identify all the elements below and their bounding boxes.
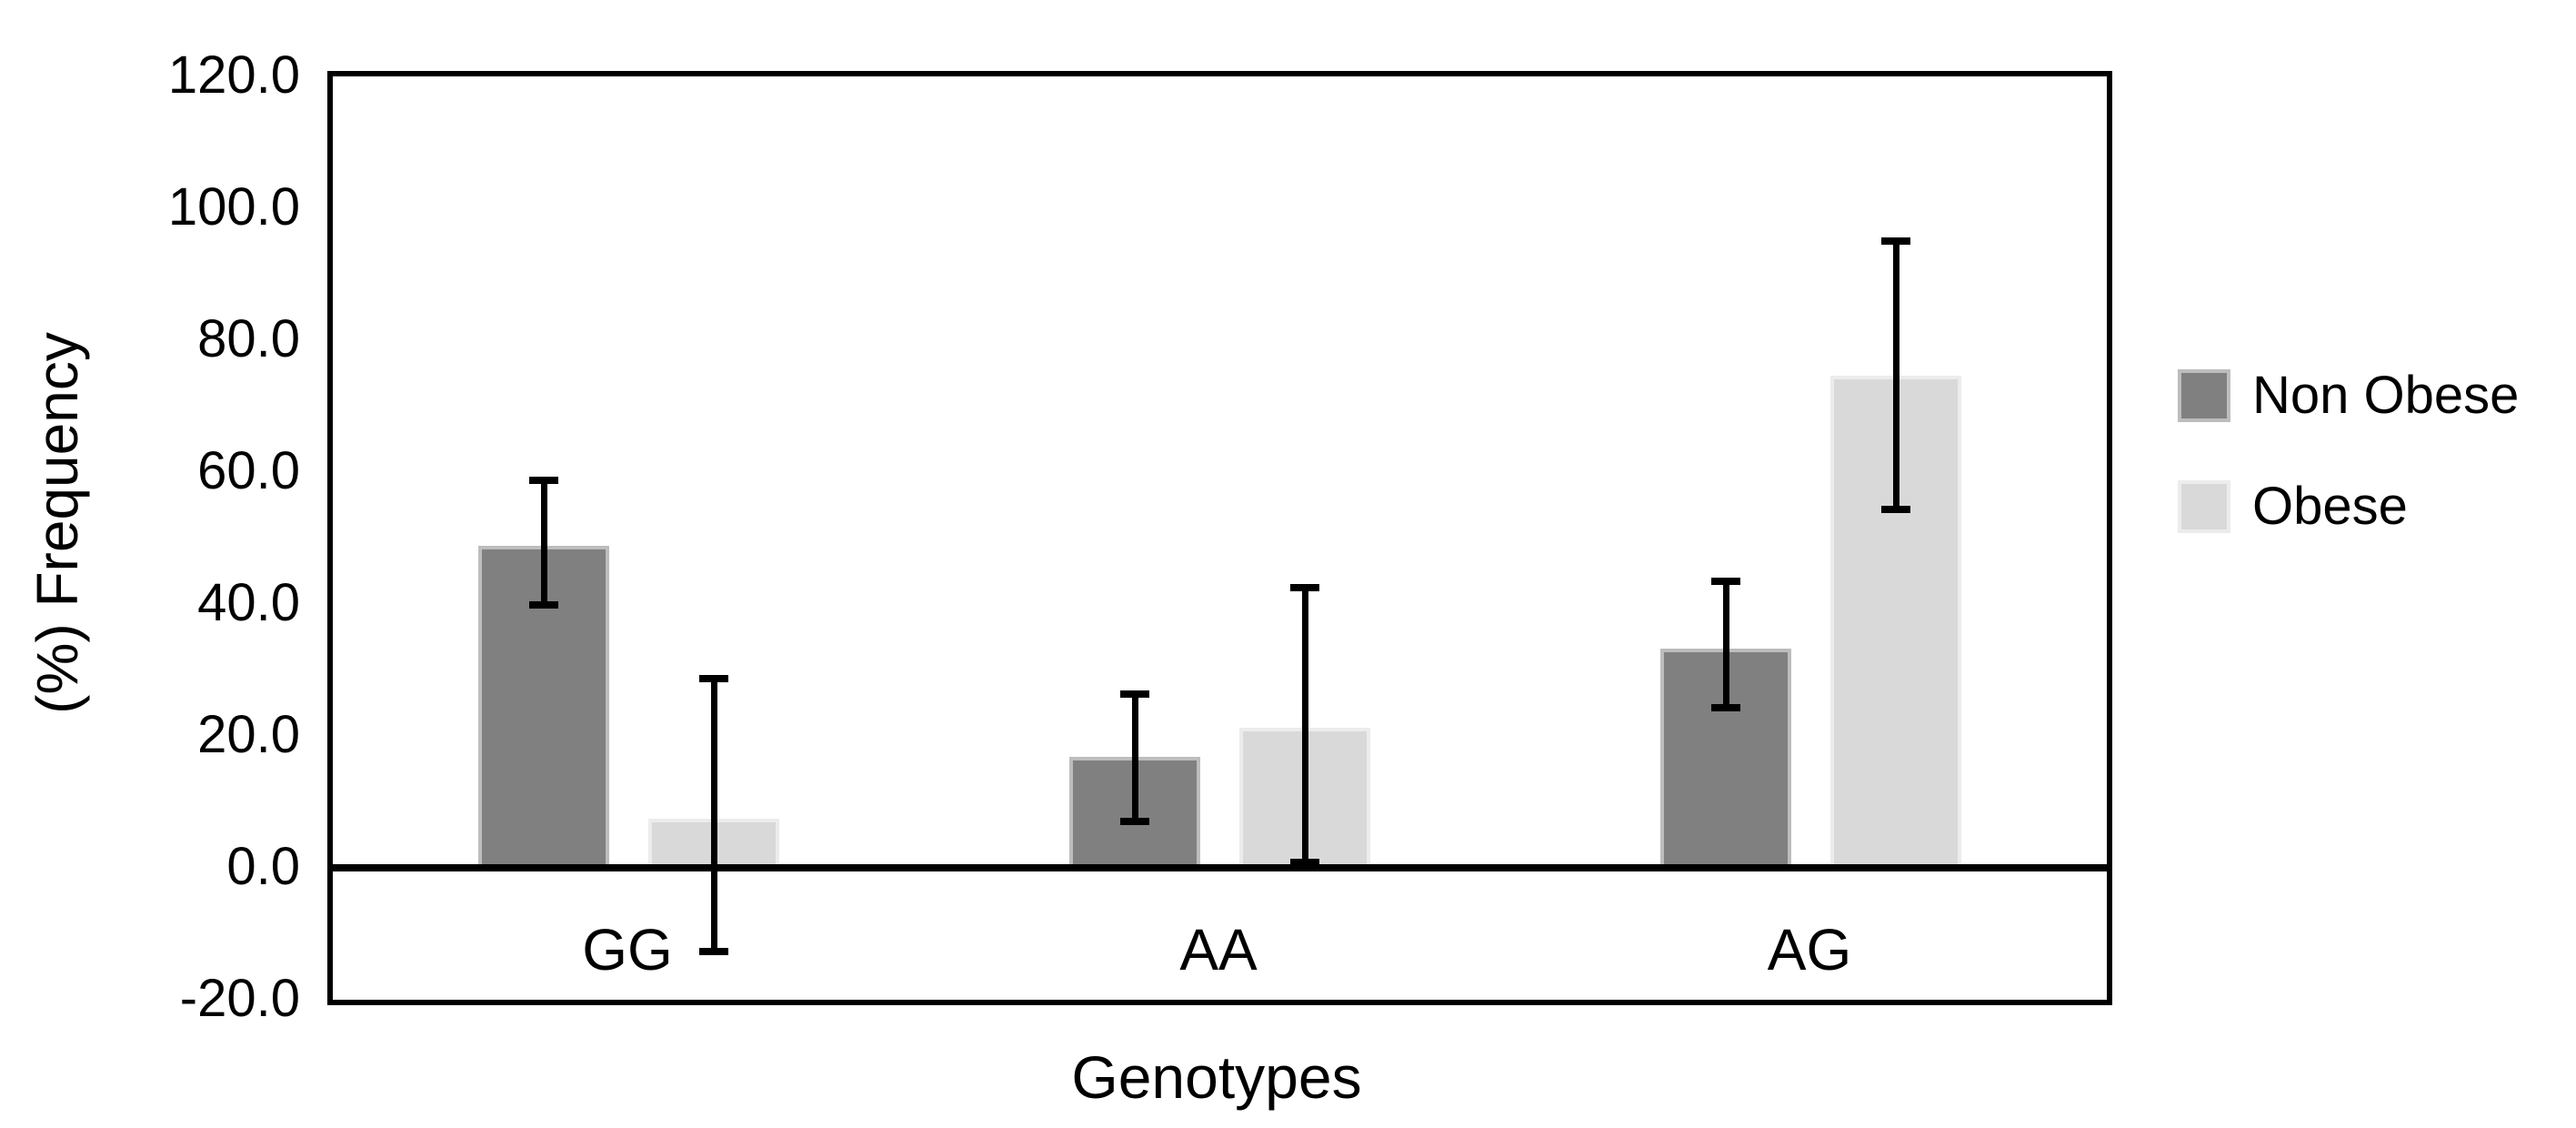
x-tick-aa: AA [1179, 917, 1258, 982]
error-bar-non-obese-ag [1722, 581, 1729, 708]
error-bar-non-obese-gg [540, 479, 547, 605]
error-cap-high-obese-gg [699, 674, 728, 682]
x-axis-title: Genotypes [1071, 1043, 1362, 1111]
y-tick-100: 100.0 [167, 177, 300, 237]
y-tick-40: 40.0 [197, 573, 300, 632]
x-axis-baseline [333, 864, 2107, 871]
y-tick--20: -20.0 [179, 969, 300, 1028]
error-bar-obese-ag [1892, 241, 1899, 510]
y-tick-60: 60.0 [197, 441, 300, 500]
error-cap-low-obese-ag [1881, 506, 1910, 514]
error-cap-low-obese-aa [1290, 859, 1319, 867]
error-cap-low-obese-gg [699, 948, 728, 956]
plot-area [327, 71, 2112, 1005]
error-cap-high-non-obese-ag [1711, 578, 1740, 586]
error-bar-obese-aa [1301, 587, 1308, 863]
error-bar-non-obese-aa [1131, 694, 1138, 822]
error-cap-high-obese-ag [1881, 237, 1910, 246]
y-tick-20: 20.0 [197, 705, 300, 764]
y-tick-120: 120.0 [167, 45, 300, 105]
legend-label-obese: Obese [2252, 477, 2408, 536]
error-cap-low-non-obese-gg [529, 600, 558, 609]
error-bar-obese-gg [710, 678, 717, 952]
legend-item-non-obese: Non Obese [2178, 369, 2519, 422]
y-tick-0: 0.0 [226, 837, 300, 896]
error-cap-low-non-obese-ag [1711, 703, 1740, 711]
error-cap-high-obese-aa [1290, 583, 1319, 591]
error-cap-low-non-obese-aa [1120, 818, 1149, 826]
y-tick-80: 80.0 [197, 309, 300, 368]
x-tick-gg: GG [582, 917, 673, 982]
legend: Non Obese Obese [2178, 369, 2519, 591]
legend-item-obese: Obese [2178, 480, 2519, 533]
error-cap-high-non-obese-aa [1120, 690, 1149, 699]
x-tick-ag: AG [1767, 917, 1852, 982]
error-cap-high-non-obese-gg [529, 476, 558, 484]
legend-swatch-non-obese [2178, 369, 2230, 422]
y-axis-title: (%) Frequency [25, 332, 90, 714]
legend-swatch-obese [2178, 480, 2230, 533]
legend-label-non-obese: Non Obese [2252, 366, 2520, 425]
